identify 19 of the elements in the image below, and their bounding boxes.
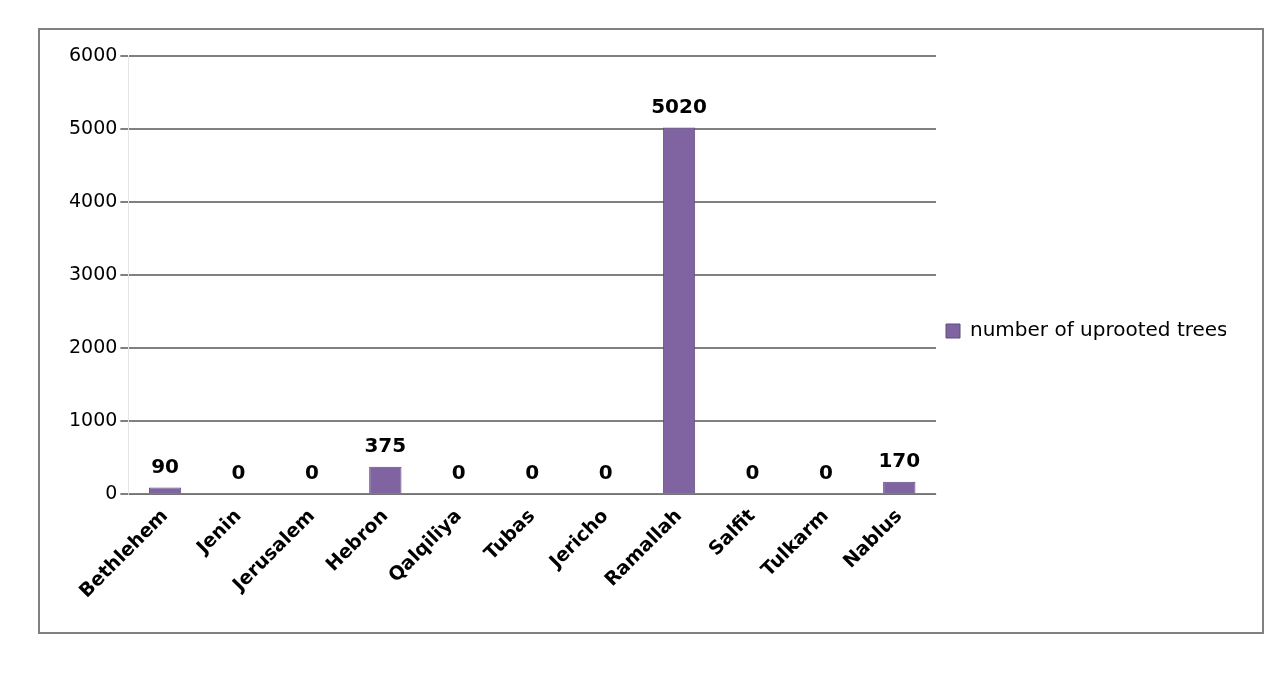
y-tick-label: 2000 [68,335,118,358]
data-label: 90 [151,453,179,478]
data-label: 0 [745,460,760,485]
data-label: 0 [304,460,319,485]
y-tick-label: 3000 [68,262,118,285]
legend-label: number of uprooted trees [970,317,1228,342]
y-tick-label: 4000 [68,188,118,211]
y-tick-label: 1000 [68,408,118,431]
data-label: 0 [818,460,833,485]
data-label: 0 [451,460,466,485]
y-tick-label: 0 [105,481,118,504]
y-tick-label: 5000 [68,115,118,138]
data-label: 170 [878,447,921,472]
data-label: 375 [364,432,407,457]
data-label: 5020 [651,93,707,118]
data-label: 0 [598,460,613,485]
data-label: 0 [525,460,540,485]
y-tick-label: 6000 [68,42,118,65]
data-label: 0 [231,460,246,485]
